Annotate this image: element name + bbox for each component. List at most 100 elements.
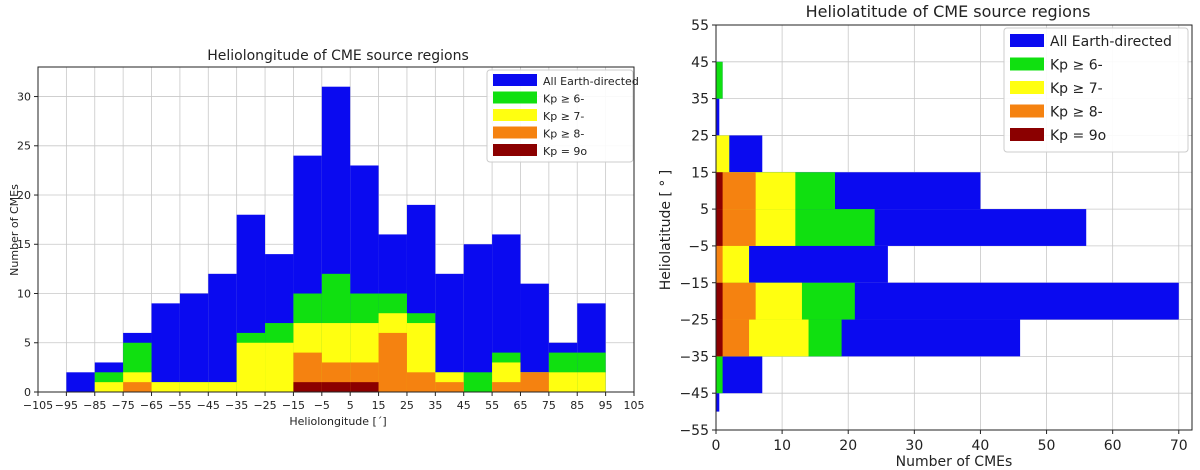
right-y-axis-label: Heliolatitude [ ° ]: [658, 170, 674, 290]
y-tick-label: 0: [24, 386, 31, 399]
x-tick-label: −105: [23, 399, 53, 412]
x-tick-label: −95: [55, 399, 78, 412]
legend-label-kp-9o: Kp = 9o: [1050, 128, 1106, 144]
x-tick-label: 10: [773, 438, 791, 454]
right-x-axis-label: Number of CMEs: [896, 454, 1013, 470]
x-tick-label: 55: [485, 399, 499, 412]
x-tick-label: 50: [1038, 438, 1056, 454]
legend-swatch-kp-6: [493, 91, 537, 104]
bar-kp-9o-bin-9: [321, 382, 351, 392]
x-tick-label: 5: [347, 399, 354, 412]
bar-kp-9o-bin-8: [293, 382, 322, 392]
x-tick-label: −35: [225, 399, 248, 412]
bar-kp-8-bin-12: [406, 372, 436, 392]
x-tick-label: −25: [253, 399, 276, 412]
bar-all-earth-directed-bin-0: [716, 393, 720, 412]
bar-kp-8-bin-2: [123, 382, 152, 392]
x-tick-label: −5: [314, 399, 330, 412]
heliolongitude-chart: Heliolongitude of CME source regions Hel…: [8, 48, 645, 428]
left-y-axis-label: Number of CMEs: [8, 184, 21, 276]
legend-label-kp-6: Kp ≥ 6-: [543, 93, 584, 106]
legend-label-kp-7: Kp ≥ 7-: [1050, 81, 1103, 97]
bar-kp-6-bin-14: [463, 372, 493, 392]
x-tick-label: 65: [513, 399, 527, 412]
legend-swatch-kp-6: [1010, 57, 1044, 71]
bar-all-earth-directed-bin-1: [716, 356, 763, 394]
bar-kp-7-bin-7: [265, 342, 294, 392]
bar-all-earth-directed-bin-3: [151, 303, 180, 392]
legend-label-kp-7: Kp ≥ 7-: [543, 110, 584, 123]
y-tick-label: 5: [24, 337, 31, 350]
legend-label-all-earth-directed: All Earth-directed: [1050, 34, 1172, 50]
bar-kp-7-bin-7: [716, 135, 730, 173]
plot-frame: [37, 66, 635, 393]
x-tick-label: 95: [599, 399, 613, 412]
x-tick-label: −65: [140, 399, 163, 412]
y-tick-label: −5: [688, 239, 709, 255]
legend: All Earth-directed Kp ≥ 6- Kp ≥ 7- Kp ≥ 8- K…: [486, 69, 639, 163]
left-x-axis-label: Heliolongitude [´]: [289, 415, 386, 428]
legend-label-kp-6: Kp ≥ 6-: [1050, 58, 1103, 74]
bar-kp-9o-bin-10: [350, 382, 379, 392]
bar-kp-9o-bin-5: [716, 209, 723, 246]
legend-swatch-kp-7: [1010, 81, 1044, 94]
x-tick-label: 85: [570, 399, 584, 412]
bar-kp-6-bin-9: [716, 61, 723, 99]
x-tick-label: −45: [197, 399, 220, 412]
y-tick-label: 5: [700, 202, 709, 218]
bar-all-earth-directed-bin-4: [179, 293, 209, 392]
plot-frame: [715, 24, 1193, 431]
bar-kp-7-bin-5: [208, 382, 237, 392]
legend-swatch-kp-8: [1010, 104, 1044, 118]
x-tick-label: 30: [905, 438, 923, 454]
x-tick-label: 15: [372, 399, 386, 412]
x-tick-label: 75: [542, 399, 556, 412]
y-tick-label: −25: [679, 313, 709, 329]
legend-label-kp-8: Kp ≥ 8-: [1050, 105, 1103, 121]
left-chart-title: Heliolongitude of CME source regions: [207, 48, 469, 64]
x-tick-label: 45: [457, 399, 471, 412]
legend-label-all-earth-directed: All Earth-directed: [543, 75, 639, 88]
x-tick-label: −75: [112, 399, 135, 412]
y-tick-label: 15: [17, 238, 31, 251]
y-tick-label: 55: [691, 18, 709, 34]
x-tick-label: 25: [400, 399, 414, 412]
bar-kp-7-bin-1: [94, 382, 124, 392]
x-tick-label: 60: [1104, 438, 1122, 454]
legend-swatch-kp-9o: [493, 144, 537, 156]
y-tick-label: 25: [691, 128, 709, 144]
x-tick-label: −15: [282, 399, 305, 412]
bar-kp-7-bin-18: [577, 372, 606, 392]
bar-kp-8-bin-13: [435, 382, 464, 392]
legend-swatch-kp-9o: [1010, 128, 1044, 141]
y-tick-label: 20: [17, 189, 31, 202]
bar-kp-8-bin-15: [492, 382, 521, 392]
bar-all-earth-directed-bin-14: [463, 244, 493, 392]
y-tick-label: 35: [691, 92, 709, 108]
bar-kp-8-bin-4: [716, 245, 723, 283]
bar-kp-7-bin-17: [548, 372, 578, 392]
bar-kp-8-bin-11: [378, 332, 407, 392]
legend-swatch-kp-7: [493, 109, 537, 121]
legend-label-kp-9o: Kp = 9o: [543, 145, 587, 158]
y-tick-label: 15: [691, 165, 709, 181]
x-tick-label: 40: [972, 438, 990, 454]
x-tick-label: 70: [1170, 438, 1188, 454]
legend-swatch-all-earth-directed: [1010, 34, 1044, 47]
y-tick-label: 25: [17, 140, 31, 153]
x-tick-label: 35: [428, 399, 442, 412]
legend-swatch-kp-8: [493, 126, 537, 139]
bar-all-earth-directed-bin-5: [208, 273, 237, 392]
y-tick-label: 10: [17, 287, 31, 300]
legend: All Earth-directed Kp ≥ 6- Kp ≥ 7- Kp ≥ 8- K…: [1003, 27, 1189, 153]
bar-kp-7-bin-3: [151, 382, 180, 392]
y-tick-label: 45: [691, 55, 709, 71]
bar-all-earth-directed-bin-8: [716, 98, 720, 136]
y-tick-label: 30: [17, 91, 31, 104]
bar-kp-7-bin-6: [236, 342, 266, 392]
y-tick-label: −45: [679, 386, 709, 402]
bar-kp-7-bin-4: [179, 382, 209, 392]
y-tick-label: −15: [679, 276, 709, 292]
bar-kp-8-bin-16: [520, 372, 549, 392]
